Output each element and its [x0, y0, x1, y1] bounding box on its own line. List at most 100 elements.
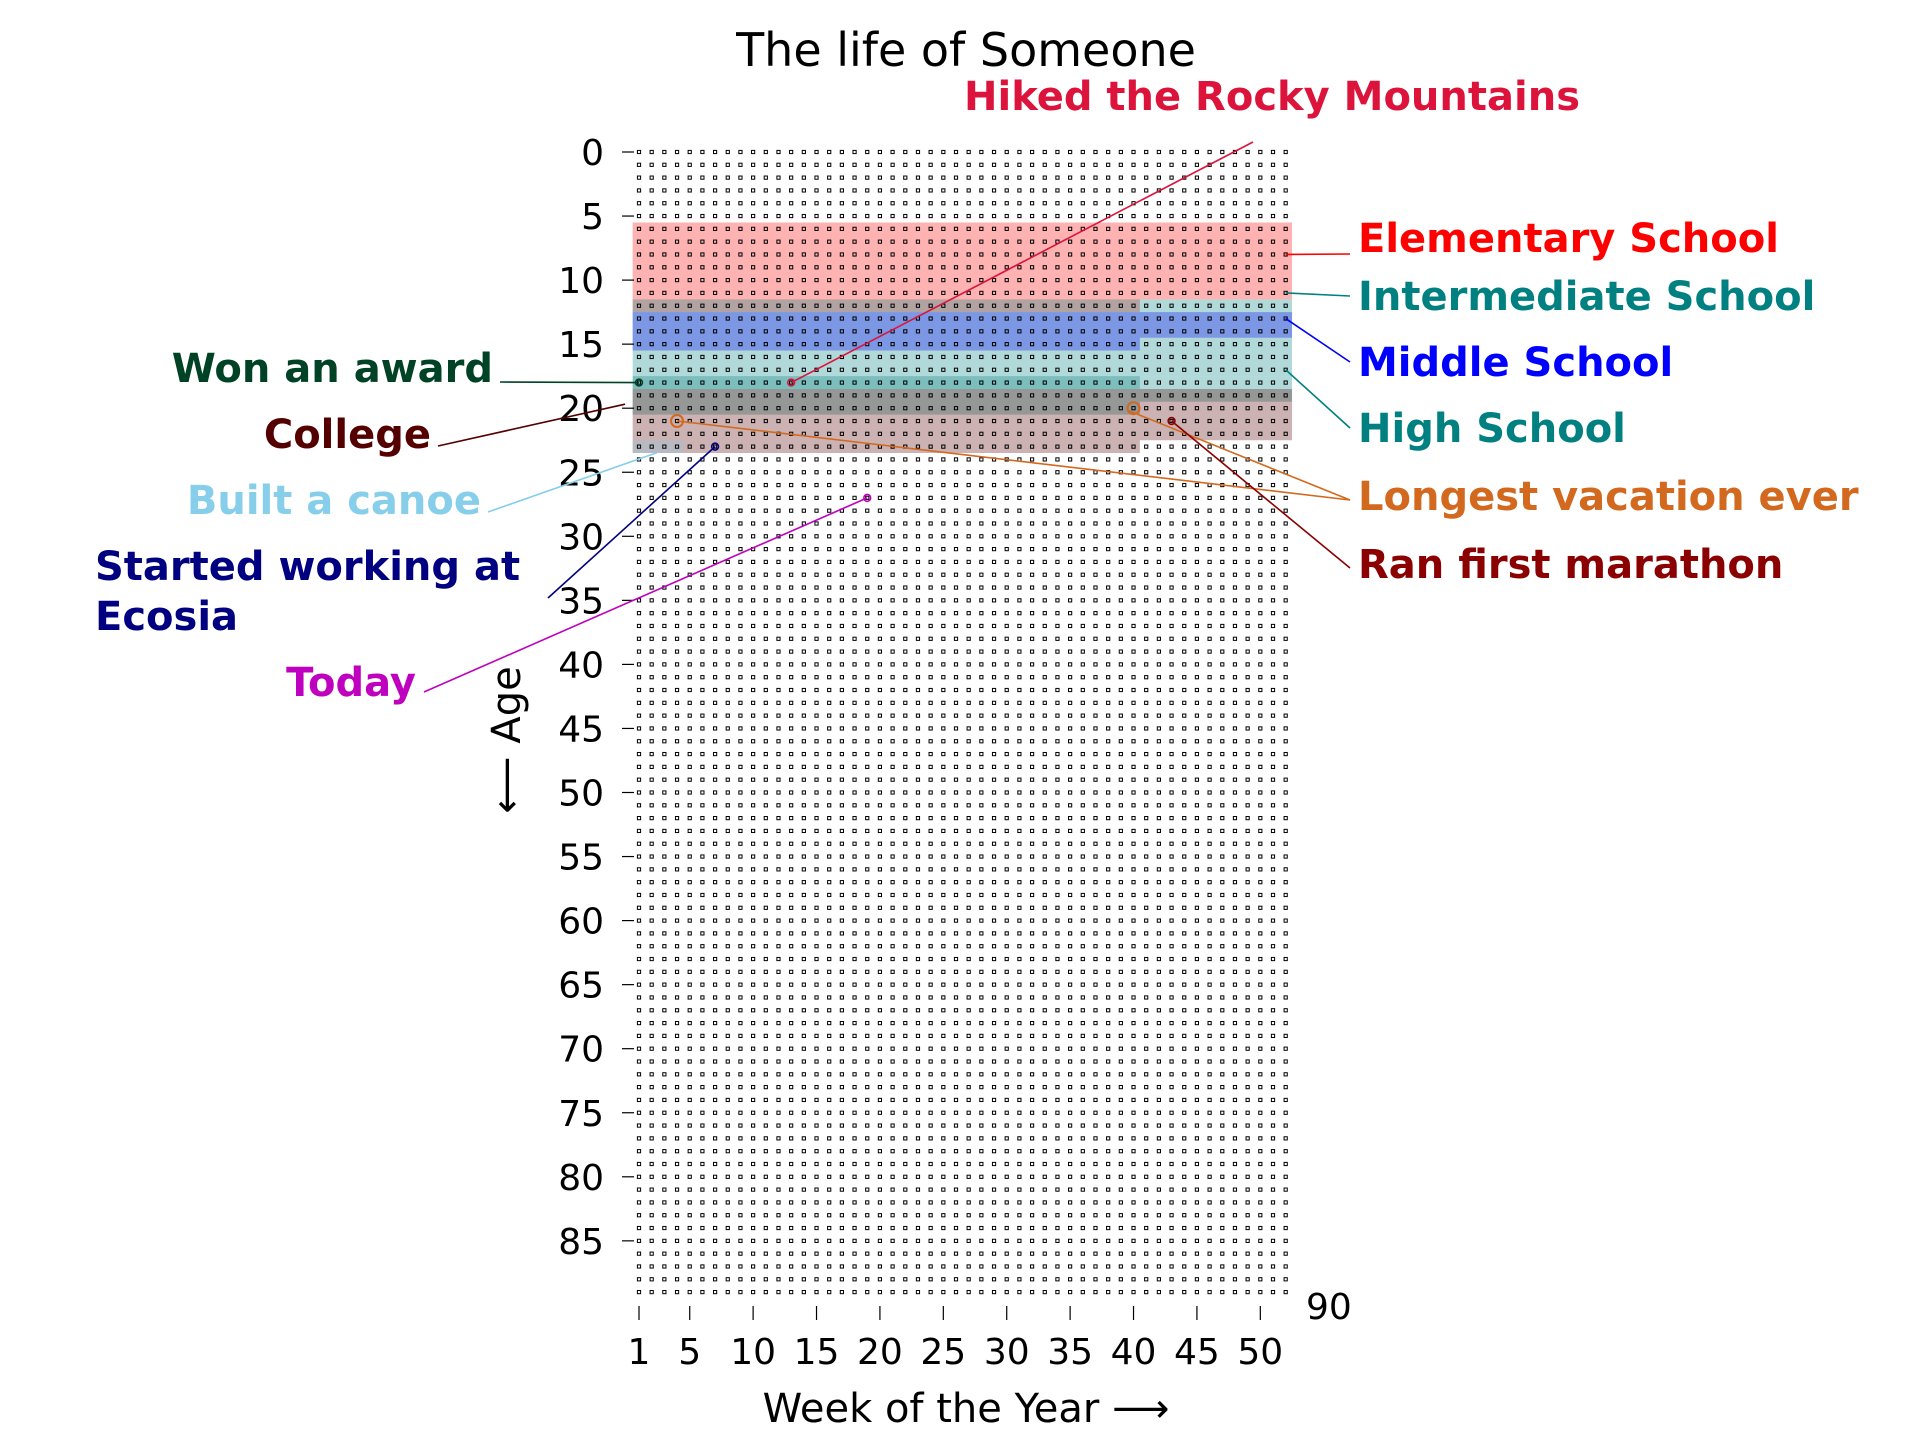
week-cell	[1069, 970, 1072, 973]
week-cell	[764, 560, 767, 563]
week-cell	[688, 1086, 691, 1089]
week-cell	[916, 1175, 919, 1178]
week-cell	[1107, 791, 1110, 794]
week-cell	[815, 150, 818, 153]
week-cell	[840, 1098, 843, 1101]
week-cell	[1132, 945, 1135, 948]
week-cell	[1183, 483, 1186, 486]
week-cell	[916, 1239, 919, 1242]
week-cell	[878, 906, 881, 909]
week-cell	[1030, 663, 1033, 666]
week-cell	[739, 1060, 742, 1063]
week-cell	[1233, 778, 1236, 781]
week-cell	[1132, 522, 1135, 525]
week-cell	[713, 1034, 716, 1037]
week-cell	[663, 919, 666, 922]
week-cell	[891, 932, 894, 935]
week-cell	[916, 1137, 919, 1140]
week-cell	[701, 176, 704, 179]
week-cell	[1246, 535, 1249, 538]
week-cell	[1069, 1009, 1072, 1012]
week-cell	[675, 535, 678, 538]
week-cell	[675, 650, 678, 653]
week-cell	[675, 1226, 678, 1229]
week-cell	[790, 868, 793, 871]
week-cell	[1094, 791, 1097, 794]
week-cell	[1246, 663, 1249, 666]
week-cell	[866, 945, 869, 948]
week-cell	[904, 842, 907, 845]
week-cell	[916, 535, 919, 538]
week-cell	[764, 996, 767, 999]
week-cell	[967, 612, 970, 615]
week-cell	[701, 1137, 704, 1140]
week-cell	[1233, 1201, 1236, 1204]
week-cell	[1081, 881, 1084, 884]
week-cell	[815, 688, 818, 691]
week-cell	[1107, 804, 1110, 807]
week-cell	[663, 189, 666, 192]
week-cell	[701, 1060, 704, 1063]
week-cell	[777, 906, 780, 909]
week-cell	[764, 1188, 767, 1191]
week-cell	[1246, 676, 1249, 679]
week-cell	[1233, 560, 1236, 563]
y-tick-label: 75	[558, 1094, 604, 1135]
week-cell	[726, 906, 729, 909]
week-cell	[1132, 1252, 1135, 1255]
week-cell	[891, 817, 894, 820]
week-cell	[891, 483, 894, 486]
week-cell	[1094, 1188, 1097, 1191]
x-tick-label: 20	[857, 1332, 903, 1373]
week-cell	[1246, 1201, 1249, 1204]
week-cell	[1018, 1047, 1021, 1050]
week-cell	[828, 1098, 831, 1101]
week-cell	[967, 663, 970, 666]
week-cell	[790, 1086, 793, 1089]
week-cell	[1183, 740, 1186, 743]
week-cell	[1030, 1188, 1033, 1191]
week-cell	[1246, 560, 1249, 563]
week-cell	[1081, 1073, 1084, 1076]
week-cell	[1157, 586, 1160, 589]
week-cell	[1183, 1290, 1186, 1293]
week-cell	[663, 458, 666, 461]
week-cell	[1284, 1150, 1287, 1153]
week-cell	[929, 970, 932, 973]
week-cell	[675, 957, 678, 960]
week-cell	[739, 560, 742, 563]
week-cell	[663, 791, 666, 794]
week-cell	[637, 535, 640, 538]
week-cell	[1043, 906, 1046, 909]
week-cell	[1170, 906, 1173, 909]
week-cell	[675, 612, 678, 615]
week-cell	[752, 202, 755, 205]
week-cell	[853, 150, 856, 153]
week-cell	[954, 881, 957, 884]
week-cell	[790, 881, 793, 884]
week-cell	[916, 1086, 919, 1089]
week-cell	[663, 688, 666, 691]
week-cell	[1233, 727, 1236, 730]
week-cell	[904, 663, 907, 666]
week-cell	[1259, 1162, 1262, 1165]
week-cell	[713, 1278, 716, 1281]
week-cell	[663, 752, 666, 755]
week-cell	[853, 650, 856, 653]
week-cell	[992, 765, 995, 768]
week-cell	[663, 1214, 666, 1217]
week-cell	[663, 765, 666, 768]
week-cell	[840, 1009, 843, 1012]
week-cell	[777, 1009, 780, 1012]
week-cell	[1259, 945, 1262, 948]
week-cell	[1208, 189, 1211, 192]
week-cell	[1018, 817, 1021, 820]
week-cell	[1132, 496, 1135, 499]
week-cell	[726, 881, 729, 884]
week-cell	[1145, 150, 1148, 153]
week-cell	[878, 496, 881, 499]
week-cell	[1183, 791, 1186, 794]
week-cell	[1119, 163, 1122, 166]
week-cell	[942, 650, 945, 653]
